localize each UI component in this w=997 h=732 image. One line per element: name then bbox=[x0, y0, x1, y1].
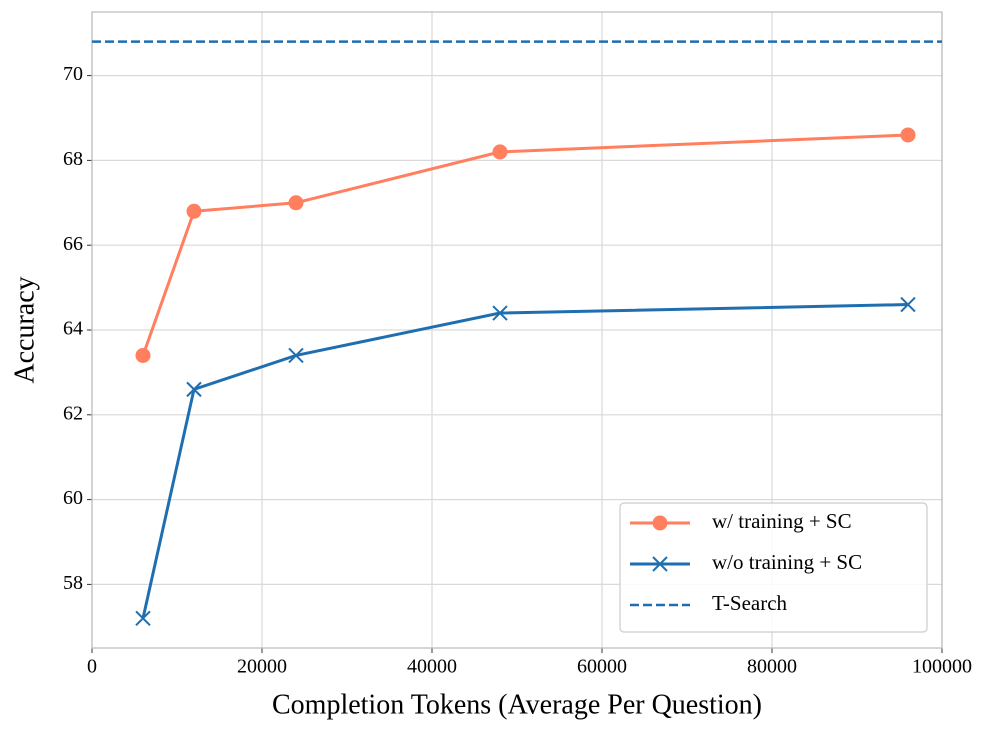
point bbox=[900, 127, 916, 143]
y-tick-label: 66 bbox=[63, 233, 83, 255]
x-tick-label: 20000 bbox=[237, 656, 287, 678]
y-tick-label: 70 bbox=[63, 63, 83, 85]
legend-label: w/ training + SC bbox=[712, 509, 852, 533]
y-tick-label: 62 bbox=[63, 402, 83, 424]
x-tick-label: 0 bbox=[87, 656, 97, 678]
y-tick-label: 64 bbox=[63, 318, 83, 340]
plot-frame bbox=[91, 11, 943, 649]
x-tick-label: 40000 bbox=[407, 656, 457, 678]
legend-box bbox=[619, 502, 928, 633]
y-tick-label: 60 bbox=[63, 487, 83, 509]
point bbox=[186, 203, 202, 219]
point bbox=[492, 144, 508, 160]
y-tick-label: 58 bbox=[63, 572, 83, 594]
legend-label: T-Search bbox=[712, 591, 788, 615]
y-tick-label: 68 bbox=[63, 148, 83, 170]
point bbox=[900, 296, 916, 313]
point bbox=[288, 347, 304, 364]
x-tick-label: 60000 bbox=[577, 656, 627, 678]
x-axis-label: Completion Tokens (Average Per Question) bbox=[272, 689, 762, 720]
point bbox=[492, 305, 508, 321]
point bbox=[288, 195, 304, 211]
legend-marker bbox=[652, 556, 668, 572]
legend-label: w/o training + SC bbox=[712, 550, 862, 574]
point bbox=[135, 347, 151, 363]
x-tick-label: 80000 bbox=[747, 656, 797, 678]
legend-marker bbox=[652, 515, 668, 531]
x-tick-label: 100000 bbox=[912, 656, 972, 678]
point bbox=[135, 610, 151, 627]
y-axis-label: Accuracy bbox=[9, 276, 40, 383]
point bbox=[186, 381, 202, 398]
